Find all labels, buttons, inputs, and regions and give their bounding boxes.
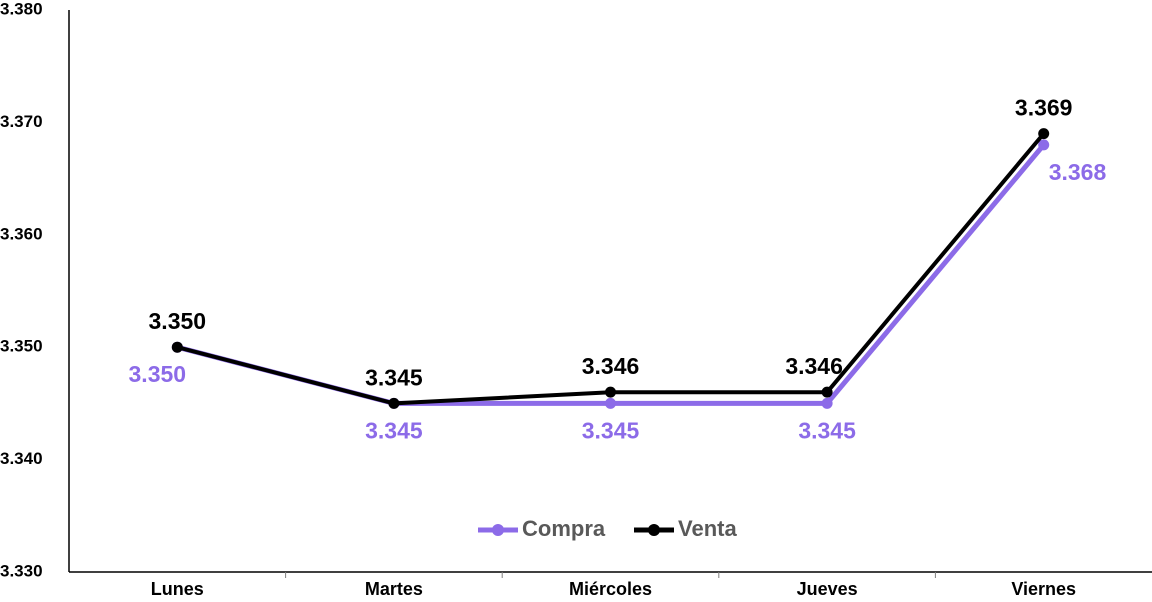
data-label-venta: 3.345 bbox=[365, 364, 423, 390]
series-layer bbox=[171, 128, 1050, 409]
x-tick-label: Miércoles bbox=[569, 579, 652, 599]
data-label-compra: 3.345 bbox=[798, 417, 856, 443]
data-point-venta bbox=[171, 341, 183, 353]
data-label-venta: 3.369 bbox=[1015, 95, 1073, 121]
data-label-compra: 3.350 bbox=[129, 361, 187, 387]
data-label-venta: 3.350 bbox=[149, 308, 207, 334]
data-point-compra bbox=[1038, 139, 1050, 151]
legend-swatch-marker-compra bbox=[492, 524, 504, 536]
data-label-compra: 3.345 bbox=[582, 417, 640, 443]
data-point-venta bbox=[1038, 128, 1050, 140]
data-point-compra bbox=[605, 397, 616, 409]
data-point-venta bbox=[605, 386, 616, 398]
y-tick-label: 3.360 bbox=[0, 224, 43, 243]
data-labels: 3.350 3.345 3.345 3.345 3.368 3.350 3.345 3.346… bbox=[129, 95, 1107, 444]
legend: Compra Venta bbox=[478, 516, 737, 541]
y-axis: 3.330 3.340 3.350 3.360 3.370 3.380 bbox=[0, 0, 70, 580]
y-tick-label: 3.370 bbox=[0, 112, 43, 131]
data-label-venta: 3.346 bbox=[785, 353, 843, 379]
y-tick-label: 3.340 bbox=[0, 449, 43, 468]
y-tick-label: 3.330 bbox=[0, 561, 43, 580]
x-tick-label: Martes bbox=[365, 579, 423, 599]
data-label-venta: 3.346 bbox=[582, 353, 640, 379]
data-point-compra bbox=[821, 397, 833, 409]
x-axis: Lunes Martes Miércoles Jueves Viernes bbox=[69, 571, 1152, 599]
data-label-compra: 3.368 bbox=[1049, 159, 1107, 185]
data-label-compra: 3.345 bbox=[365, 417, 423, 443]
legend-swatch-marker-venta bbox=[648, 524, 660, 536]
y-tick-label: 3.380 bbox=[0, 0, 43, 18]
x-tick-label: Viernes bbox=[1011, 579, 1076, 599]
x-tick-label: Jueves bbox=[797, 579, 858, 599]
legend-label-venta: Venta bbox=[678, 516, 737, 541]
x-tick-label: Lunes bbox=[151, 579, 204, 599]
data-point-venta bbox=[821, 386, 833, 398]
legend-label-compra: Compra bbox=[522, 516, 606, 541]
data-point-venta bbox=[388, 397, 400, 409]
y-tick-label: 3.350 bbox=[0, 337, 43, 356]
